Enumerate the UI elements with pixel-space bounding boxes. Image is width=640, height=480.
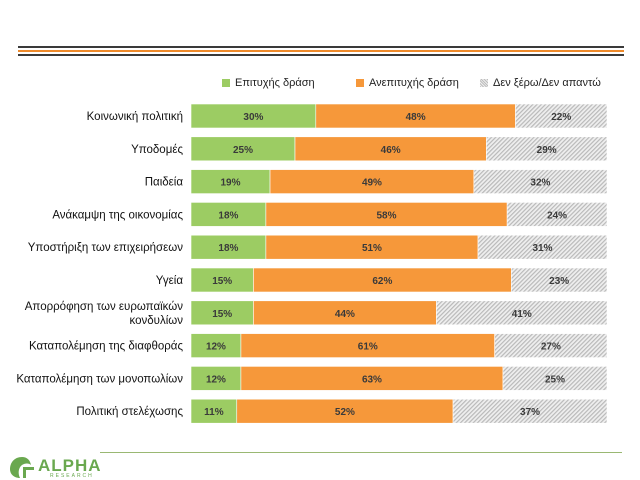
bar-segment-failure xyxy=(315,103,516,129)
category-label: Ανάκαμψη της οικονομίας xyxy=(52,209,183,221)
legend-item-success: Επιτυχής δράση xyxy=(222,77,315,89)
category-label: Υγεία xyxy=(156,275,184,287)
bar-segment-dont-know xyxy=(502,366,608,391)
bar-segment-dont-know xyxy=(473,169,608,194)
bar-segment-dont-know xyxy=(486,136,608,162)
legend-item-failure: Ανεπιτυχής δράση xyxy=(356,77,459,89)
bar-segment-dont-know xyxy=(477,234,608,260)
legend-label-failure: Ανεπιτυχής δράση xyxy=(369,77,459,89)
bar-segment-failure xyxy=(240,366,504,391)
data-label-failure: 61% xyxy=(358,342,378,353)
bar-segment-success xyxy=(190,300,254,326)
data-label-success: 12% xyxy=(206,374,226,385)
data-label-failure: 63% xyxy=(362,374,382,385)
data-label-dont-know: 32% xyxy=(530,178,550,189)
bar-segment-failure xyxy=(240,333,495,358)
bar-segment-dont-know xyxy=(511,267,608,293)
legend-item-dont-know: Δεν ξέρω/Δεν απαντώ xyxy=(480,77,601,89)
data-label-dont-know: 37% xyxy=(520,407,540,418)
data-label-failure: 49% xyxy=(362,178,382,189)
bar-segment-failure xyxy=(236,398,454,424)
legend-swatch-failure xyxy=(356,79,364,87)
data-label-failure: 44% xyxy=(335,309,355,320)
data-label-failure: 62% xyxy=(372,276,392,287)
data-label-success: 11% xyxy=(204,407,224,418)
data-label-success: 15% xyxy=(212,309,232,320)
data-label-failure: 48% xyxy=(406,112,426,123)
category-label: Απορρόφηση των ευρωπαϊκών κονδυλίων xyxy=(25,301,183,327)
bar-segment-success xyxy=(190,136,296,162)
header-divider xyxy=(18,46,624,58)
data-label-success: 12% xyxy=(206,342,226,353)
category-label: Κοινωνική πολιτική xyxy=(87,111,183,123)
data-label-dont-know: 23% xyxy=(549,276,569,287)
category-label: Παιδεία xyxy=(145,177,184,189)
bar-segment-dont-know xyxy=(515,103,608,129)
logo-subtitle: RESEARCH xyxy=(50,473,94,479)
bar-segment-success xyxy=(190,333,242,358)
legend-label-success: Επιτυχής δράση xyxy=(235,77,315,89)
category-label: Υποστήριξη των επιχειρήσεων xyxy=(28,242,183,254)
data-label-success: 19% xyxy=(221,178,241,189)
bar-segment-dont-know xyxy=(506,202,608,227)
category-label: Καταπολέμηση της διαφθοράς xyxy=(29,341,183,353)
data-label-failure: 58% xyxy=(377,210,397,221)
data-label-dont-know: 41% xyxy=(512,309,532,320)
footer-divider xyxy=(100,452,622,453)
bar-segment-success xyxy=(190,234,267,260)
legend-swatch-success xyxy=(222,79,230,87)
data-label-dont-know: 25% xyxy=(545,374,565,385)
data-label-success: 18% xyxy=(218,243,238,254)
legend-label-dont-know: Δεν ξέρω/Δεν απαντώ xyxy=(493,77,601,89)
bar-segment-success xyxy=(190,398,238,424)
category-label: Πολιτική στελέχωσης xyxy=(76,406,183,418)
data-label-dont-know: 22% xyxy=(551,112,571,123)
bar-segment-success xyxy=(190,103,317,129)
data-label-failure: 46% xyxy=(381,145,401,156)
data-label-success: 15% xyxy=(212,276,232,287)
category-label: Καταπολέμηση των μονοπωλίων xyxy=(16,373,183,385)
bar-segment-failure xyxy=(253,300,437,326)
bar-segment-failure xyxy=(265,234,479,260)
data-label-success: 30% xyxy=(243,112,263,123)
logo-mark-icon xyxy=(10,457,34,478)
bar-segment-success xyxy=(190,267,254,293)
data-label-dont-know: 24% xyxy=(547,210,567,221)
bar-segment-success xyxy=(190,366,242,391)
data-label-success: 18% xyxy=(218,210,238,221)
data-label-failure: 52% xyxy=(335,407,355,418)
logo-name: ALPHA xyxy=(38,456,102,475)
bar-segment-failure xyxy=(253,267,512,293)
data-label-dont-know: 31% xyxy=(533,243,553,254)
bar-segment-failure xyxy=(294,136,487,162)
data-label-dont-know: 29% xyxy=(537,145,557,156)
bar-segment-dont-know xyxy=(494,333,608,358)
bar-segment-failure xyxy=(265,202,508,227)
data-label-failure: 51% xyxy=(362,243,382,254)
bar-segment-dont-know xyxy=(436,300,608,326)
data-label-dont-know: 27% xyxy=(541,342,561,353)
bar-segment-dont-know xyxy=(452,398,608,424)
category-label: Υποδομές xyxy=(131,144,183,156)
legend-swatch-dont-know xyxy=(480,79,488,87)
alpha-research-logo: ALPHA RESEARCH xyxy=(8,452,108,480)
data-label-success: 25% xyxy=(233,145,253,156)
